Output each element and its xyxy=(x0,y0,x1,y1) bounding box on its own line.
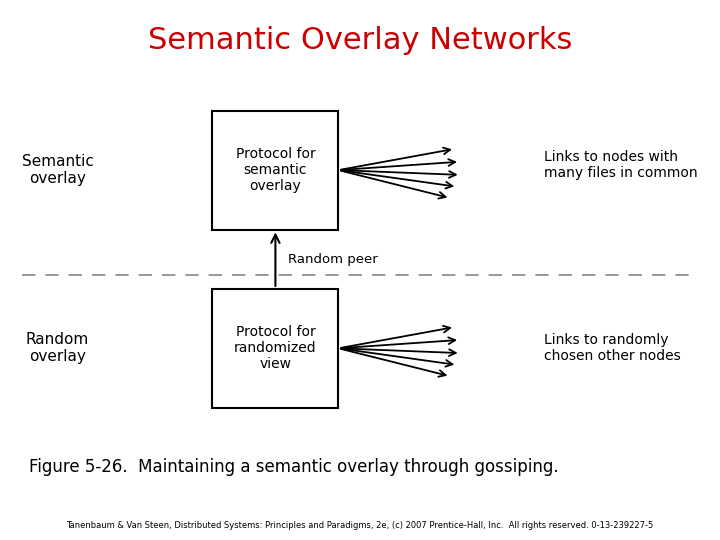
Text: Random
overlay: Random overlay xyxy=(26,332,89,365)
Text: Semantic
overlay: Semantic overlay xyxy=(22,154,94,186)
Text: Tanenbaum & Van Steen, Distributed Systems: Principles and Paradigms, 2e, (c) 20: Tanenbaum & Van Steen, Distributed Syste… xyxy=(66,521,654,530)
Text: Random peer: Random peer xyxy=(288,253,378,266)
Bar xyxy=(212,111,338,230)
Text: Protocol for
randomized
view: Protocol for randomized view xyxy=(234,325,317,372)
Text: Links to nodes with
many files in common: Links to nodes with many files in common xyxy=(544,150,697,180)
Text: Semantic Overlay Networks: Semantic Overlay Networks xyxy=(148,26,572,55)
Text: Figure 5-26.  Maintaining a semantic overlay through gossiping.: Figure 5-26. Maintaining a semantic over… xyxy=(29,458,559,476)
Bar xyxy=(212,289,338,408)
Text: Protocol for
semantic
overlay: Protocol for semantic overlay xyxy=(235,147,315,193)
Text: Links to randomly
chosen other nodes: Links to randomly chosen other nodes xyxy=(544,333,680,363)
